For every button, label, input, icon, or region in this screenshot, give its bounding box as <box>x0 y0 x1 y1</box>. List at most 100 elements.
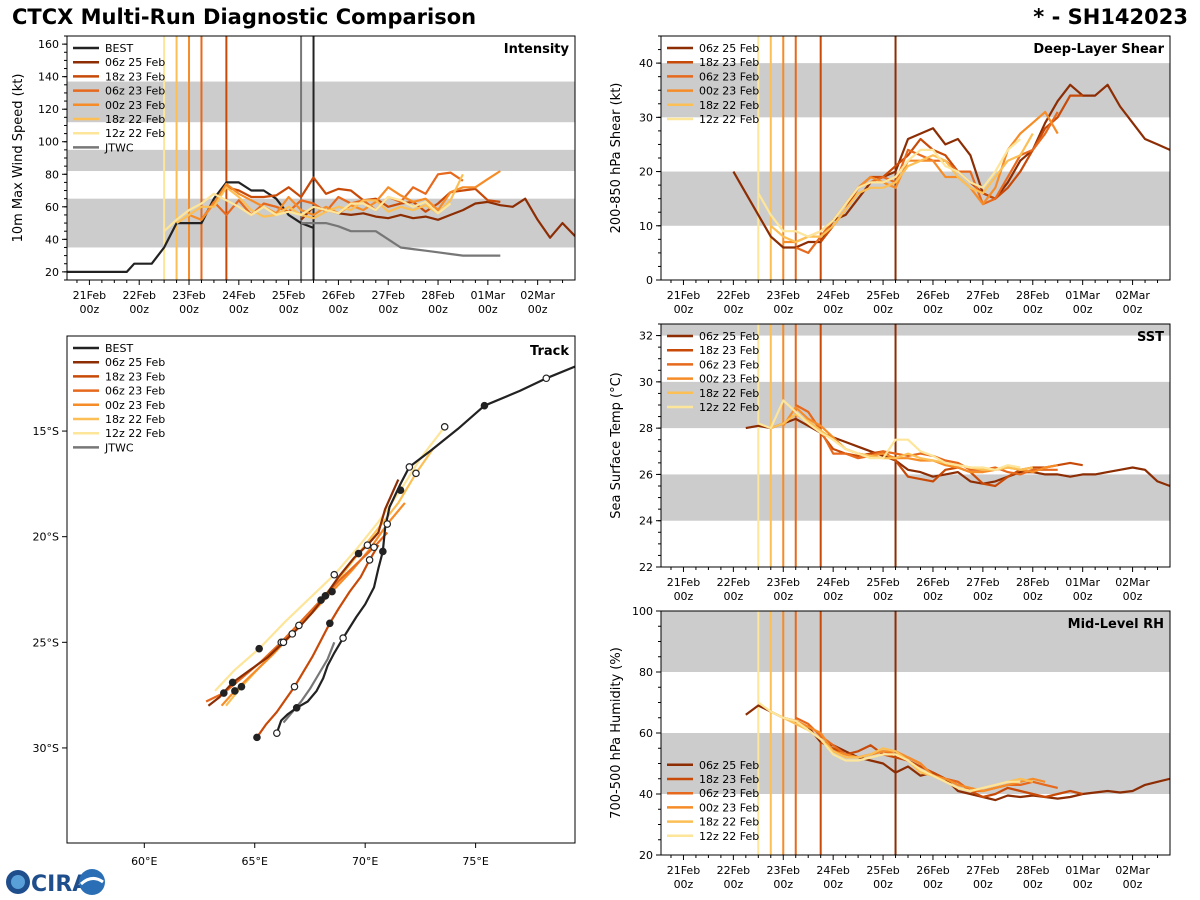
legend-label: 12z 22 Feb <box>699 113 759 126</box>
legend-label: 06z 25 Feb <box>105 356 165 369</box>
legend-label: 18z 23 Feb <box>699 344 759 357</box>
track-marker <box>295 621 303 630</box>
storm-id: * - SH142023 <box>1033 5 1188 29</box>
x-tick-sublabel: 00z <box>873 590 893 603</box>
legend-label: 18z 22 Feb <box>699 816 759 829</box>
x-tick-label: 21Feb <box>667 864 700 877</box>
x-tick-sublabel: 00z <box>279 303 299 316</box>
x-tick-sublabel: 00z <box>823 590 843 603</box>
legend-label: 18z 22 Feb <box>699 387 759 400</box>
track-marker <box>328 587 336 596</box>
legend-label: 00z 23 Feb <box>105 399 165 412</box>
track-marker <box>396 486 405 495</box>
x-tick-sublabel: 00z <box>923 590 943 603</box>
x-tick-sublabel: 00z <box>478 303 498 316</box>
x-tick-label: 21Feb <box>667 576 700 589</box>
legend-label: 12z 22 Feb <box>105 427 165 440</box>
y-tick-label: 140 <box>38 71 59 84</box>
x-tick-sublabel: 00z <box>973 878 993 891</box>
x-tick-sublabel: 00z <box>1123 590 1143 603</box>
shade-band <box>661 63 1170 118</box>
legend-label: 06z 25 Feb <box>699 42 759 55</box>
track-marker <box>317 596 325 604</box>
x-tick-sublabel: 00z <box>1073 878 1093 891</box>
y-tick-label: 60 <box>45 201 59 214</box>
x-tick-sublabel: 00z <box>1123 878 1143 891</box>
y-tick-label: 20 <box>639 166 653 179</box>
legend-label: 18z 22 Feb <box>699 99 759 112</box>
track-marker <box>288 630 297 638</box>
legend-label: 18z 23 Feb <box>105 70 165 83</box>
series-line <box>757 399 1021 471</box>
x-tick-label: 01Mar <box>470 289 505 302</box>
x-tick-label: 26Feb <box>916 289 949 302</box>
track-line <box>207 479 400 707</box>
x-tick-label: 27Feb <box>966 576 999 589</box>
shade-band <box>661 171 1170 226</box>
panel-title: Track <box>530 344 569 359</box>
y-tick-label: 20°S <box>33 531 59 544</box>
legend-label: JTWC <box>104 141 134 154</box>
panel-track: 60°E 65°E 70°E 75°E 15°S 20°S 25°S 30°S Track BES… <box>33 335 576 868</box>
x-tick-sublabel: 00z <box>329 303 349 316</box>
x-tick-label: 28Feb <box>421 289 454 302</box>
x-tick-label: 26Feb <box>916 576 949 589</box>
x-tick-sublabel: 00z <box>773 878 793 891</box>
track-marker <box>339 634 347 642</box>
x-tick-label: 21Feb <box>667 289 700 302</box>
track-marker <box>405 463 414 471</box>
y-tick-label: 0 <box>646 274 653 287</box>
x-tick-label: 02Mar <box>1115 289 1150 302</box>
x-tick-sublabel: 00z <box>723 590 743 603</box>
x-tick-label: 02Mar <box>520 289 555 302</box>
axes-frame <box>660 323 1171 568</box>
x-tick-label: 24Feb <box>222 289 255 302</box>
series-group <box>745 399 1170 488</box>
x-tick-sublabel: 00z <box>129 303 149 316</box>
x-tick-sublabel: 00z <box>973 590 993 603</box>
x-tick-label: 21Feb <box>73 289 106 302</box>
y-tick-label: 30°S <box>33 742 59 755</box>
axes-frame <box>66 335 576 844</box>
y-tick-label: 80 <box>639 666 653 679</box>
y-axis-label: 700-500 hPa Humidity (%) <box>609 647 624 819</box>
x-tick-label: 28Feb <box>1016 864 1049 877</box>
y-axis-label: Sea Surface Temp (°C) <box>609 372 624 519</box>
x-tick-label: 28Feb <box>1016 289 1049 302</box>
y-tick-label: 22 <box>639 561 653 574</box>
x-tick-label: 27Feb <box>966 289 999 302</box>
noaa-seal-icon <box>79 869 105 895</box>
legend-label: 12z 22 Feb <box>699 401 759 414</box>
track-series <box>205 365 575 742</box>
y-tick-label: 20 <box>639 849 653 862</box>
track-marker <box>253 733 261 742</box>
y-tick-label: 100 <box>38 136 59 149</box>
legend-label: 18z 22 Feb <box>105 113 165 126</box>
shade-band <box>67 149 575 172</box>
y-tick-label: 80 <box>45 168 59 181</box>
series-group <box>732 83 1170 254</box>
legend-label: 00z 23 Feb <box>105 99 165 112</box>
x-tick-sublabel: 00z <box>723 303 743 316</box>
x-tick-label: 25Feb <box>866 289 899 302</box>
track-marker <box>330 570 339 579</box>
x-tick-sublabel: 00z <box>773 303 793 316</box>
y-tick-label: 15°S <box>33 425 59 438</box>
track-line <box>255 544 380 739</box>
x-tick-label: 26Feb <box>916 864 949 877</box>
track-marker <box>255 644 263 653</box>
x-tick-label: 23Feb <box>172 289 205 302</box>
track-line <box>205 531 389 703</box>
x-tick-sublabel: 00z <box>1023 303 1043 316</box>
x-tick-sublabel: 00z <box>80 303 100 316</box>
series-line <box>770 133 1034 244</box>
x-tick-label: 22Feb <box>717 864 750 877</box>
legend-label: 18z 23 Feb <box>699 773 759 786</box>
x-tick-label: 70°E <box>352 855 378 868</box>
y-tick-label: 32 <box>639 330 653 343</box>
legend-label: 00z 23 Feb <box>699 801 759 814</box>
x-tick-sublabel: 00z <box>1073 303 1093 316</box>
